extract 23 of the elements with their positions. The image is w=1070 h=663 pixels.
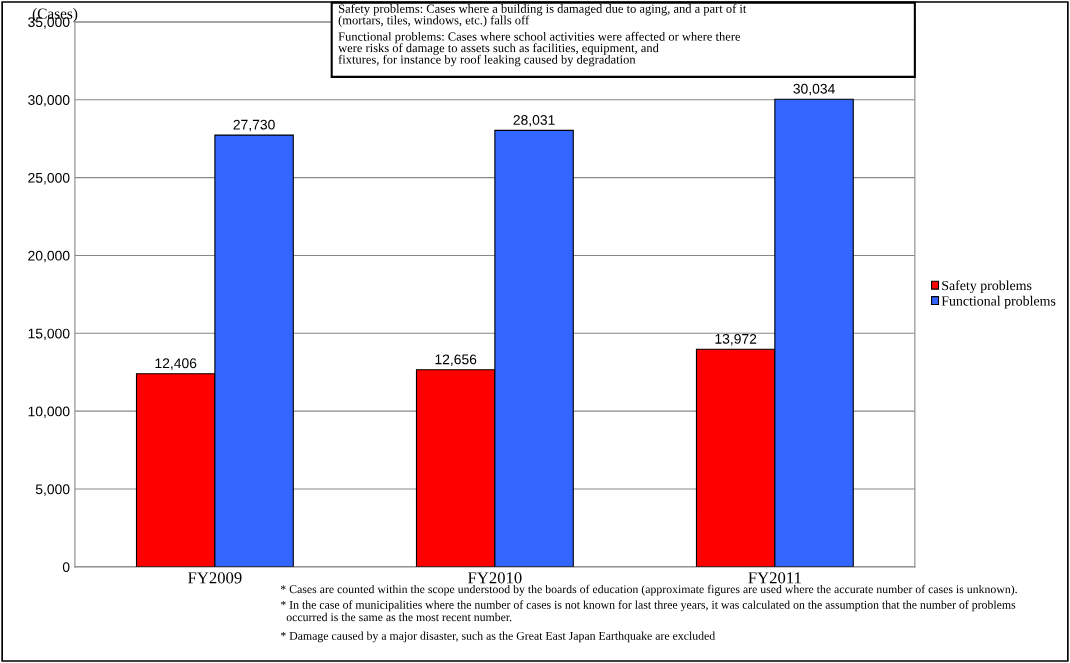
y-tick-label: 15,000 [28,328,70,341]
y-tick-label: 20,000 [28,250,70,263]
y-tick-label: 30,000 [28,95,70,107]
data-label: 12,656 [435,354,477,366]
y-tick-label: 10,000 [28,406,70,418]
x-tick-label: FY2009 [188,572,242,584]
text: * In the case of municipalities where the number of cases is not known for last three years, it was calculated on the assumption that the number of problems occurred is the same as the most recent number. [280,600,1016,622]
data-label: 30,034 [793,83,835,96]
y-tick-label: 25,000 [28,172,70,185]
text: * Cases are counted within the scope understood by the boards of education (approximate figures are used where the accurate number of cases is unknown). [280,584,1017,596]
legend-label: Functional problems [941,295,1056,309]
annotation: Functional problems: Cases where school activities were affected or where there were risks of damage to assets such as facilities, equipment, and fixtures, for instance by roof leaking caused by degradation [338,31,741,67]
data-label: 13,972 [715,333,757,346]
y-tick-label: 5,000 [35,484,70,496]
text: * Damage caused by a major disaster, such as the Great East Japan Earthquake are excluded [280,631,716,643]
x-tick-label: FY2010 [468,572,522,584]
annotation: Safety problems: Cases where a building is damaged due to aging, and a part of it (mortars, tiles, windows, etc.) falls off [338,3,747,27]
y-tick-label: 0 [62,562,70,573]
data-label: 27,730 [233,119,275,132]
legend-label: Safety problems [942,280,1032,294]
data-label: 12,406 [155,358,197,370]
data-label: 28,031 [513,115,555,127]
x-tick-label: FY2011 [748,572,801,584]
